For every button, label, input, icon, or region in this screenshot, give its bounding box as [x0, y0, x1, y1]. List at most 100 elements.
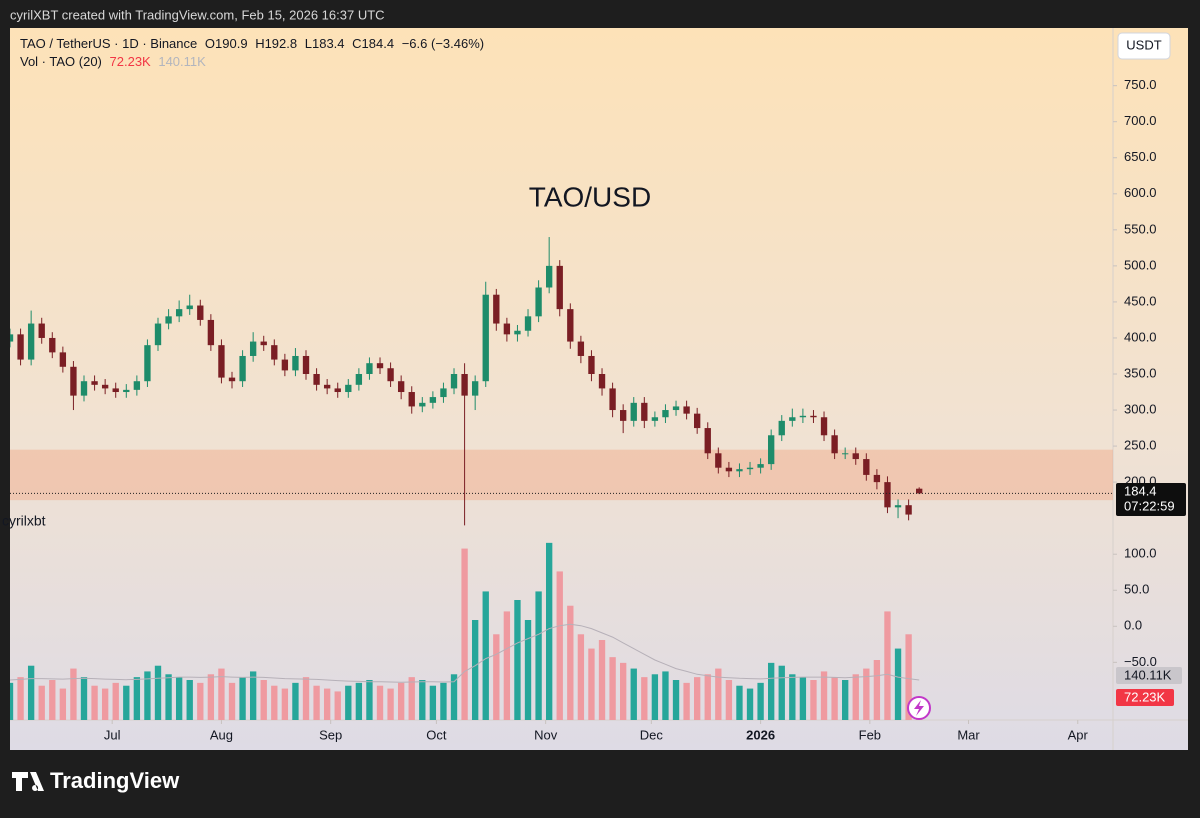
- volume-bar: [292, 682, 299, 720]
- volume-bar: [789, 674, 796, 720]
- volume-bar: [683, 682, 690, 720]
- candle-body: [17, 334, 24, 360]
- candle-body: [471, 381, 479, 396]
- candle-body: [820, 417, 828, 436]
- volume-bar: [345, 685, 352, 720]
- candle-body: [440, 388, 447, 398]
- volume-bar: [863, 668, 870, 720]
- candle-body: [271, 345, 278, 360]
- candle-body: [873, 474, 881, 483]
- y-tick-label: 250.0: [1124, 438, 1157, 453]
- candle-body: [535, 287, 542, 317]
- logo: TradingView: [12, 768, 180, 793]
- volume-bar: [397, 682, 405, 720]
- currency-button[interactable]: USDT: [1117, 32, 1171, 60]
- candle-body: [80, 381, 88, 396]
- candle-body: [683, 406, 690, 414]
- volume-bar: [524, 620, 532, 720]
- volume-tag-box: [1116, 689, 1174, 706]
- volume-bar: [768, 662, 775, 720]
- candle-body: [165, 316, 172, 324]
- candle-body: [429, 397, 437, 403]
- volume-bar: [577, 634, 585, 720]
- plot-area: [10, 237, 1113, 720]
- lightning-bolt[interactable]: [914, 700, 924, 716]
- volume-bar: [461, 548, 468, 720]
- volume-bar: [672, 680, 680, 720]
- candle-body: [556, 265, 563, 310]
- candle-body: [630, 402, 637, 421]
- candle-body: [831, 435, 838, 454]
- x-tick-label: Sep: [319, 727, 342, 742]
- candle-body: [619, 410, 627, 421]
- volume-bar: [154, 665, 162, 720]
- candle-body: [144, 345, 151, 382]
- y-tick-label: 550.0: [1124, 221, 1157, 236]
- volume-ma-last: 140.11K: [158, 54, 206, 69]
- x-tick-label: Nov: [534, 727, 558, 742]
- candle-body: [736, 469, 743, 472]
- x-tick-label: Feb: [859, 727, 881, 742]
- volume-ma-tag: 140.11K: [1124, 667, 1172, 682]
- volume-bar: [133, 677, 141, 720]
- y-tick-label: 100.0: [1124, 546, 1157, 561]
- volume-bar: [609, 657, 616, 720]
- volume-bar: [429, 685, 437, 720]
- volume-bar: [778, 665, 785, 720]
- y-tick-label: 700.0: [1124, 113, 1157, 128]
- candle-body: [123, 389, 130, 393]
- candle-body: [757, 464, 764, 468]
- legend-value: 190.9: [215, 36, 248, 51]
- volume-bar: [820, 671, 828, 720]
- candle-body: [260, 341, 267, 346]
- candle-body: [609, 388, 616, 411]
- volume-bar: [376, 685, 384, 720]
- currency-label[interactable]: USDT: [1126, 37, 1161, 52]
- currency-button-box[interactable]: [1117, 32, 1171, 60]
- candle-body: [323, 384, 331, 389]
- volume-bar: [271, 685, 278, 720]
- volume-bar: [842, 680, 849, 720]
- price-tag: 184.4 07:22:59: [1116, 483, 1186, 516]
- volume-bar: [70, 668, 77, 720]
- volume-bar: [831, 677, 838, 720]
- volume-bar: [556, 571, 563, 720]
- volume-bar: [91, 685, 98, 720]
- candle-body: [387, 368, 394, 382]
- volume-bar: [334, 691, 341, 720]
- candle-body: [768, 435, 775, 465]
- volume-bar: [482, 591, 489, 720]
- legend-change: −6.6 (−3.46%): [402, 36, 484, 51]
- volume-bar: [873, 660, 881, 720]
- candle-body: [514, 330, 521, 335]
- legend-value: 192.8: [265, 36, 298, 51]
- candle-body: [493, 294, 500, 324]
- volume-bar: [419, 680, 426, 720]
- volume-bar: [884, 611, 891, 720]
- candle-body: [10, 334, 14, 342]
- candle-body: [302, 355, 310, 374]
- candle-body: [175, 309, 183, 317]
- y-tick-label: 500.0: [1124, 257, 1157, 272]
- legend-volume: Vol · TAO (20) 72.23K 140.11K: [20, 54, 206, 69]
- lightning-icon[interactable]: [907, 696, 931, 720]
- candle-body: [567, 309, 574, 342]
- volume-bar: [165, 674, 172, 720]
- volume-bar: [715, 668, 722, 720]
- candle-body: [197, 305, 204, 320]
- candle-body: [70, 366, 77, 396]
- volume-bar: [17, 677, 24, 720]
- candle-body: [38, 323, 45, 338]
- candle-body: [852, 453, 859, 460]
- axes: 750.0 700.0 650.0 600.0 550.0 500.0 450.0 400.0…: [104, 77, 1157, 742]
- volume-bar: [228, 682, 236, 720]
- volume-name: Vol · TAO (20): [20, 54, 102, 69]
- volume-bar: [545, 542, 553, 720]
- x-tick-label: Mar: [957, 727, 980, 742]
- candle-body: [281, 359, 289, 371]
- candle-body: [894, 505, 902, 508]
- x-tick-label: Apr: [1068, 727, 1089, 742]
- candle-body: [598, 374, 606, 389]
- volume-bar: [535, 591, 542, 720]
- volume-bar: [197, 682, 204, 720]
